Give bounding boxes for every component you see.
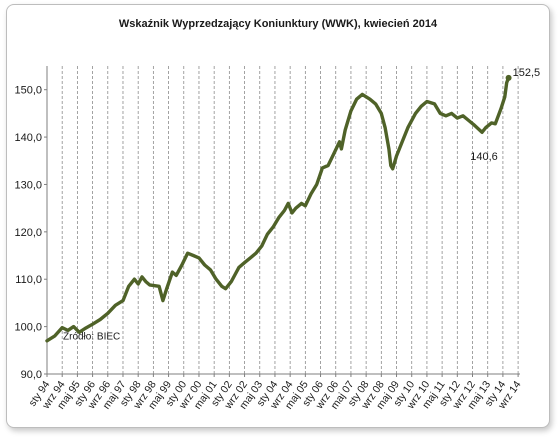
y-tick-label: 100,0 bbox=[14, 322, 42, 334]
data-annotation: 140,6 bbox=[470, 151, 498, 163]
chart-title: Wskaźnik Wyprzedzający Koniunktury (WWK)… bbox=[118, 18, 438, 30]
source-note: Źródło: BIEC bbox=[63, 329, 120, 342]
y-tick-label: 90,0 bbox=[21, 369, 42, 381]
data-annotation: 152,5 bbox=[513, 67, 541, 79]
series-end-marker bbox=[505, 74, 512, 81]
y-tick-label: 110,0 bbox=[15, 274, 42, 286]
annotations: 152,5 140,6 bbox=[470, 67, 540, 163]
y-tick-labels: 90,0 100,0 110,0 120,0 130,0 140,0 150,0 bbox=[14, 85, 47, 381]
y-tick-label: 130,0 bbox=[14, 179, 42, 191]
y-tick-label: 150,0 bbox=[14, 85, 42, 97]
series-line bbox=[45, 76, 511, 343]
y-tick-label: 120,0 bbox=[14, 227, 42, 239]
grid-lines bbox=[61, 66, 519, 374]
y-tick-label: 140,0 bbox=[14, 132, 42, 144]
